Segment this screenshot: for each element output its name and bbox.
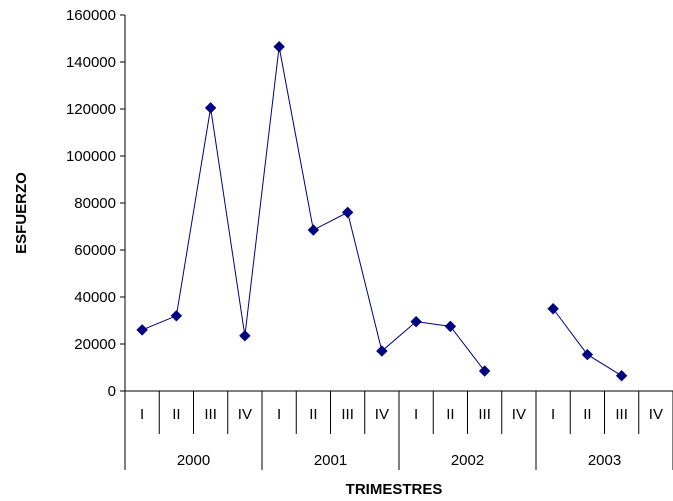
y-tick-label: 60000 (74, 242, 116, 259)
x-group-label: 2000 (177, 452, 210, 469)
x-category-label: IV (375, 406, 389, 423)
data-point (136, 324, 148, 336)
data-point (376, 345, 388, 357)
x-category-label: I (277, 406, 281, 423)
data-point (410, 315, 422, 328)
y-tick-label: 140000 (66, 54, 116, 71)
y-tick-label: 20000 (74, 336, 116, 353)
x-category-label: IV (649, 406, 663, 423)
x-category-label: I (551, 406, 555, 423)
y-tick-label: 100000 (66, 148, 116, 165)
x-category-label: II (309, 406, 317, 423)
data-point (444, 320, 457, 333)
x-category-label: II (583, 406, 591, 423)
x-category-label: IV (238, 406, 252, 423)
data-point (478, 365, 491, 377)
data-point (547, 303, 559, 315)
x-category-label: IV (512, 406, 526, 423)
y-tick-label: 0 (108, 383, 116, 400)
y-tick-label: 160000 (66, 7, 116, 24)
series-line (552, 308, 622, 377)
y-tick-label: 40000 (74, 289, 116, 306)
data-point (170, 310, 183, 322)
series-line (141, 46, 486, 372)
x-category-label: I (140, 406, 144, 423)
data-point (615, 370, 628, 382)
x-category-label: III (204, 406, 217, 423)
x-category-label: II (446, 406, 454, 423)
data-point (204, 102, 217, 114)
x-axis-title: TRIMESTRES (346, 481, 443, 498)
data-point (307, 224, 320, 236)
x-group-label: 2002 (451, 452, 484, 469)
x-group-label: 2001 (314, 452, 347, 469)
x-category-label: I (414, 406, 418, 423)
x-category-label: II (172, 406, 180, 423)
x-category-label: III (615, 406, 628, 423)
data-point (273, 41, 285, 53)
y-tick-label: 80000 (74, 195, 116, 212)
data-point (341, 206, 354, 219)
x-category-label: III (341, 406, 354, 423)
plot-area (136, 41, 628, 382)
y-axis-title: ESFUERZO (13, 172, 30, 254)
y-axis: 0 20000 40000 60000 80000 100000 120000 140000 1… (66, 7, 126, 400)
data-point (581, 348, 594, 361)
x-group-label: 2003 (588, 452, 621, 469)
data-point (239, 330, 251, 342)
x-category-label: III (478, 406, 491, 423)
y-tick-label: 120000 (66, 101, 116, 118)
